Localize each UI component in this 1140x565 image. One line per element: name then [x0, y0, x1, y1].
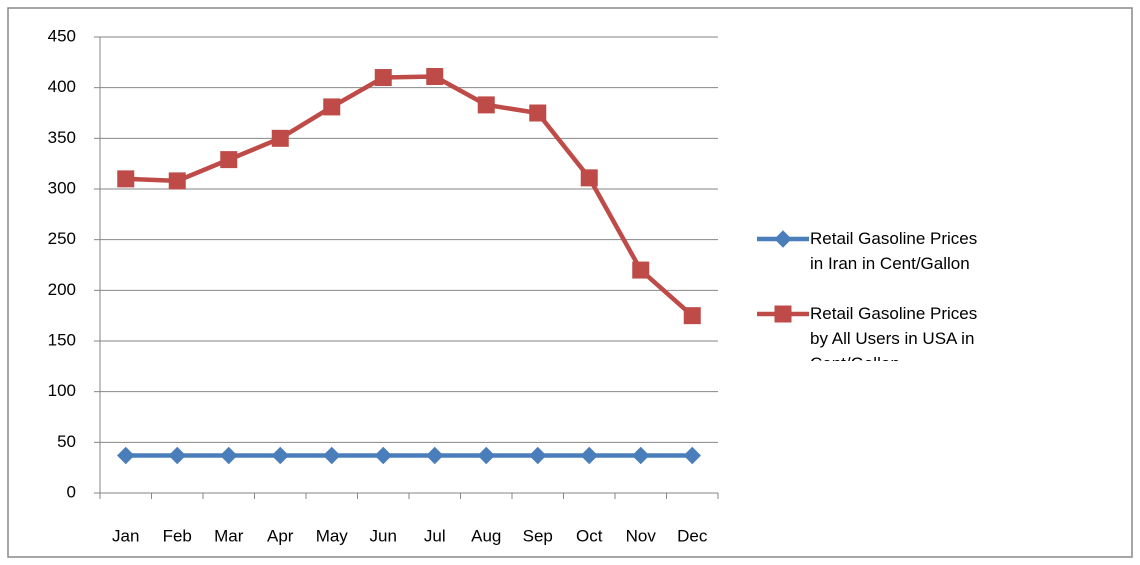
data-point [168, 172, 186, 190]
chart-frame [7, 7, 1133, 558]
data-point [323, 446, 341, 465]
data-point [117, 170, 135, 188]
x-tick-label: Mar [214, 526, 244, 545]
y-tick-label: 250 [48, 229, 76, 248]
y-tick-label: 300 [48, 178, 76, 197]
legend-label-box: Retail Gasoline Prices in Iran in Cent/G… [810, 229, 978, 273]
series-line [125, 74, 694, 318]
legend-marker [774, 305, 792, 323]
x-tick-label: Feb [163, 526, 192, 545]
y-tick-label: 150 [48, 330, 76, 349]
data-point [117, 446, 135, 465]
data-point [529, 446, 547, 465]
y-tick-label: 0 [67, 482, 76, 501]
x-tick-label: Apr [267, 526, 294, 545]
legend-label-box: Retail Gasoline Prices by All Users in U… [810, 304, 978, 361]
y-tick-label: 50 [57, 432, 76, 451]
y-tick-label: 350 [48, 128, 76, 147]
data-point [374, 69, 392, 87]
data-point [271, 129, 289, 147]
data-point [271, 446, 289, 465]
y-tick-label: 200 [48, 280, 76, 299]
data-point [580, 169, 598, 187]
y-tick-label: 100 [48, 381, 76, 400]
legend-label: Retail Gasoline Prices in Iran in Cent/G… [810, 229, 978, 273]
data-point [220, 446, 238, 465]
data-point [374, 446, 392, 465]
data-point [529, 104, 547, 122]
data-point [683, 446, 701, 465]
x-tick-label: May [316, 526, 349, 545]
y-tick-label: 450 [48, 26, 76, 45]
data-point [426, 68, 444, 86]
y-tick-label: 400 [48, 77, 76, 96]
legend-marker [774, 230, 792, 248]
data-point [477, 96, 495, 114]
data-point [323, 98, 341, 116]
data-point [683, 307, 701, 325]
x-tick-label: Dec [677, 526, 708, 545]
x-tick-label: Oct [576, 526, 603, 545]
data-point [426, 446, 444, 465]
x-tick-label: Nov [626, 526, 657, 545]
data-point [477, 446, 495, 465]
x-tick-label: Jan [112, 526, 139, 545]
x-tick-label: Jul [424, 526, 446, 545]
data-point [580, 446, 598, 465]
x-tick-label: Aug [471, 526, 501, 545]
data-point [168, 446, 186, 465]
data-point [632, 261, 650, 279]
data-point [632, 446, 650, 465]
legend-label: Retail Gasoline Prices by All Users in U… [810, 304, 978, 361]
x-tick-label: Sep [523, 526, 553, 545]
data-point [220, 151, 238, 169]
x-tick-label: Jun [370, 526, 397, 545]
